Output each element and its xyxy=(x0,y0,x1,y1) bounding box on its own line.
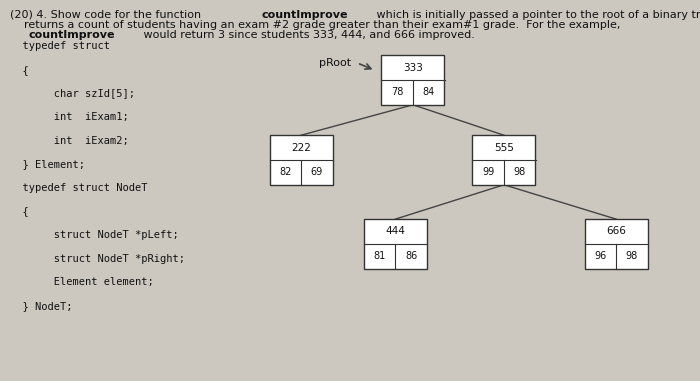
Text: 222: 222 xyxy=(291,142,311,153)
Text: 78: 78 xyxy=(391,87,403,98)
Text: countImprove: countImprove xyxy=(262,10,348,19)
Text: pRoot: pRoot xyxy=(318,58,351,68)
Text: Element element;: Element element; xyxy=(10,277,154,287)
Text: int  iExam1;: int iExam1; xyxy=(10,112,130,122)
Text: 84: 84 xyxy=(423,87,435,98)
Bar xyxy=(270,135,332,185)
Text: 98: 98 xyxy=(626,251,638,261)
Text: int  iExam2;: int iExam2; xyxy=(10,136,130,146)
Text: 333: 333 xyxy=(403,62,423,73)
Bar xyxy=(584,219,648,269)
Text: would return 3 since students 333, 444, and 666 improved.: would return 3 since students 333, 444, … xyxy=(140,30,475,40)
Text: 99: 99 xyxy=(482,167,494,178)
Text: 69: 69 xyxy=(311,167,323,178)
Text: typedef struct: typedef struct xyxy=(10,41,111,51)
Text: } NodeT;: } NodeT; xyxy=(10,301,73,311)
Text: 96: 96 xyxy=(594,251,606,261)
Text: typedef struct NodeT: typedef struct NodeT xyxy=(10,183,148,193)
Text: {: { xyxy=(10,65,29,75)
Text: countImprove: countImprove xyxy=(29,30,115,40)
Bar xyxy=(473,135,536,185)
Text: (20) 4. Show code for the function: (20) 4. Show code for the function xyxy=(10,10,205,19)
Text: 82: 82 xyxy=(279,167,291,178)
Text: which is initially passed a pointer to the root of a binary tree and: which is initially passed a pointer to t… xyxy=(373,10,700,19)
Text: 555: 555 xyxy=(494,142,514,153)
Text: 98: 98 xyxy=(514,167,526,178)
Bar xyxy=(382,55,444,105)
Text: 666: 666 xyxy=(606,226,626,237)
Text: returns a count of students having an exam #2 grade greater than their exam#1 gr: returns a count of students having an ex… xyxy=(10,20,621,30)
Text: 81: 81 xyxy=(374,251,386,261)
Text: 86: 86 xyxy=(405,251,417,261)
Text: struct NodeT *pRight;: struct NodeT *pRight; xyxy=(10,254,186,264)
Text: 444: 444 xyxy=(386,226,405,237)
Text: char szId[5];: char szId[5]; xyxy=(10,88,136,98)
Text: } Element;: } Element; xyxy=(10,159,85,169)
Bar xyxy=(364,219,427,269)
Text: {: { xyxy=(10,207,29,216)
Text: struct NodeT *pLeft;: struct NodeT *pLeft; xyxy=(10,230,179,240)
